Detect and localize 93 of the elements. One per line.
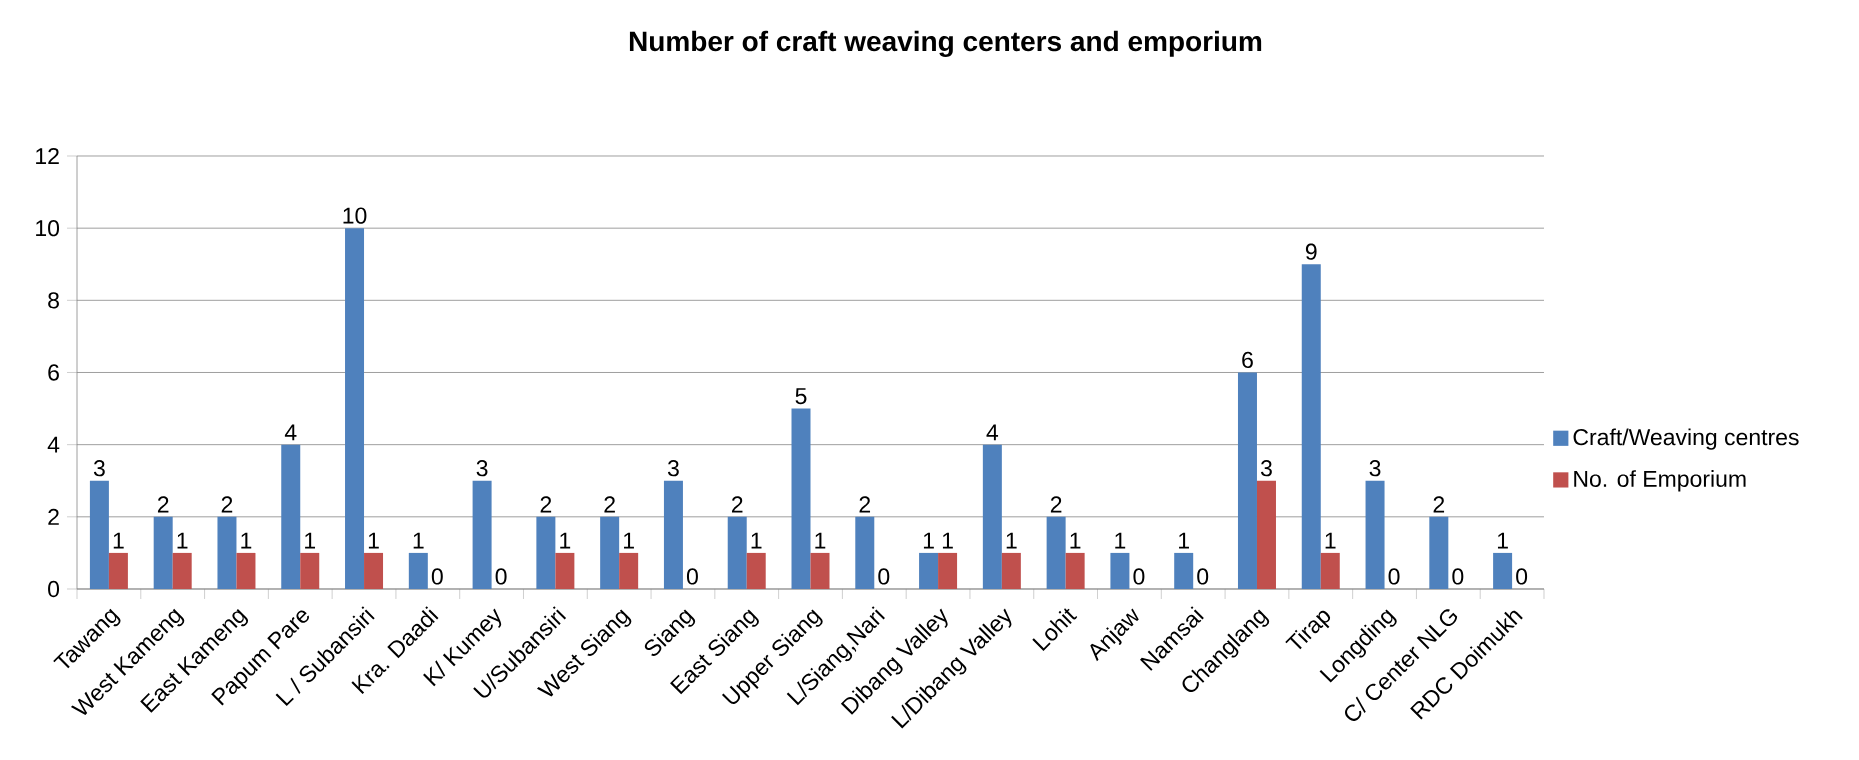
bar xyxy=(281,444,301,589)
bar xyxy=(1110,552,1130,589)
data-label: 2 xyxy=(604,496,615,513)
bar xyxy=(89,480,109,589)
y-tick-label: 8 xyxy=(48,292,59,309)
data-label: 1 xyxy=(560,532,571,549)
bar xyxy=(345,228,365,589)
chart-title: Number of craft weaving centers and emporium xyxy=(629,30,1262,57)
bar xyxy=(1237,372,1257,589)
data-label: 1 xyxy=(413,532,424,549)
legend-label: No. of Emporium xyxy=(1574,470,1746,492)
data-label: 0 xyxy=(495,568,507,585)
data-label: 0 xyxy=(1197,568,1209,585)
data-label: 1 xyxy=(1497,532,1508,549)
y-tick-label: 4 xyxy=(47,436,60,453)
data-label: 2 xyxy=(540,496,552,513)
bar xyxy=(600,516,620,589)
bar xyxy=(300,552,320,589)
data-label: 1 xyxy=(368,532,379,549)
data-label: 1 xyxy=(1325,532,1336,549)
data-label: 2 xyxy=(1050,496,1062,513)
data-label: 0 xyxy=(878,568,890,585)
data-label: 0 xyxy=(1133,568,1145,585)
bar xyxy=(217,516,237,589)
data-label: 4 xyxy=(284,424,297,441)
bar xyxy=(982,444,1002,589)
data-label: 1 xyxy=(177,532,188,549)
y-tick-label: 6 xyxy=(48,364,59,381)
bar xyxy=(1256,480,1276,589)
bar xyxy=(855,516,875,589)
data-label: 1 xyxy=(1006,532,1017,549)
data-label: 2 xyxy=(731,496,743,513)
bar xyxy=(153,516,173,589)
data-label: 2 xyxy=(221,496,233,513)
data-label: 3 xyxy=(667,460,679,477)
data-label: 1 xyxy=(624,532,634,549)
bar xyxy=(1493,552,1513,589)
bar xyxy=(236,552,256,589)
bar xyxy=(1001,552,1021,589)
bar xyxy=(108,552,128,589)
data-label: 3 xyxy=(476,460,488,477)
bar xyxy=(536,516,556,589)
bar xyxy=(919,552,939,589)
bar xyxy=(1301,264,1321,589)
data-label: 1 xyxy=(942,532,953,549)
bar xyxy=(1174,552,1194,589)
data-label: 1 xyxy=(1070,532,1081,549)
data-label: 1 xyxy=(305,532,316,549)
y-tick-label: 10 xyxy=(36,220,60,237)
bar xyxy=(1429,516,1449,589)
legend-label: Craft/Weaving centres xyxy=(1573,428,1799,450)
data-label: 0 xyxy=(686,568,698,585)
bar xyxy=(791,408,811,589)
bar xyxy=(663,480,683,589)
data-label: 3 xyxy=(93,460,105,477)
bar xyxy=(1365,480,1385,589)
data-label: 0 xyxy=(431,568,443,585)
bar xyxy=(364,552,384,589)
data-label: 0 xyxy=(1388,568,1400,585)
y-tick-label: 0 xyxy=(48,580,60,598)
data-label: 1 xyxy=(1179,532,1189,549)
bar xyxy=(727,516,747,589)
data-label: 1 xyxy=(1115,532,1126,549)
bar xyxy=(1046,516,1066,589)
bar xyxy=(1065,552,1085,589)
data-label: 1 xyxy=(751,532,762,549)
data-label: 1 xyxy=(815,532,826,549)
bar xyxy=(810,552,830,589)
data-label: 1 xyxy=(923,532,934,549)
data-label: 2 xyxy=(859,496,871,513)
data-label: 1 xyxy=(113,532,124,549)
data-label: 10 xyxy=(343,207,367,224)
data-label: 5 xyxy=(795,388,807,405)
data-label: 4 xyxy=(986,424,999,441)
data-label: 1 xyxy=(241,532,252,549)
bar xyxy=(555,552,575,589)
data-label: 9 xyxy=(1305,243,1317,260)
bar xyxy=(172,552,192,589)
data-label: 0 xyxy=(1452,568,1464,585)
data-label: 2 xyxy=(1433,496,1445,513)
bar xyxy=(408,552,428,589)
data-label: 3 xyxy=(1260,460,1272,477)
bar xyxy=(938,552,958,589)
bar xyxy=(746,552,766,589)
data-label: 0 xyxy=(1516,568,1528,585)
bar xyxy=(619,552,639,589)
y-tick-label: 12 xyxy=(36,147,59,165)
bar xyxy=(1320,552,1340,589)
data-label: 3 xyxy=(1369,460,1381,477)
data-label: 6 xyxy=(1242,351,1253,369)
bar xyxy=(472,480,492,589)
y-tick-label: 2 xyxy=(48,508,59,525)
data-label: 2 xyxy=(157,496,169,513)
